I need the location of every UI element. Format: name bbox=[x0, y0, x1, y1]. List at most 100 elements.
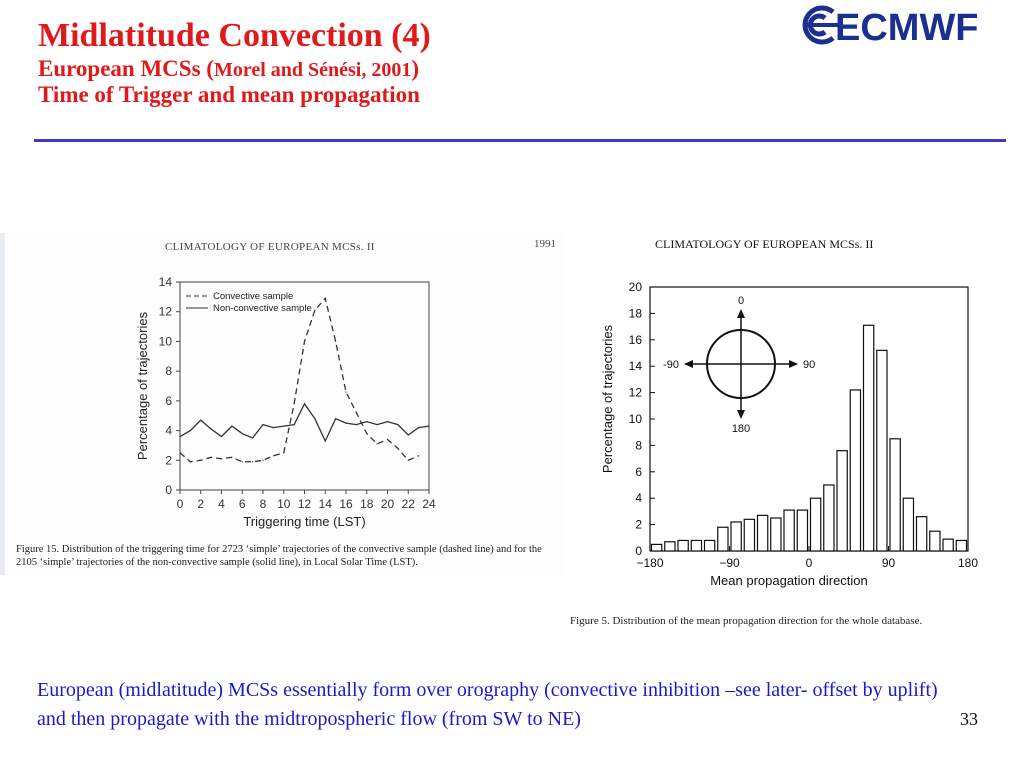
left-x-tick-label: 16 bbox=[339, 497, 353, 511]
right-x-tick-label: 90 bbox=[882, 556, 896, 570]
convective-point bbox=[418, 455, 420, 457]
direction-bar bbox=[650, 543, 663, 552]
logo-bar bbox=[805, 23, 839, 27]
right-y-tick-label: 16 bbox=[629, 333, 643, 347]
direction-bar bbox=[756, 514, 769, 552]
title-rule bbox=[34, 139, 1006, 142]
slide-body-text: European (midlatitude) MCSs essentially … bbox=[37, 679, 938, 730]
right-figure-caption: Figure 5. Distribution of the mean propa… bbox=[570, 615, 923, 627]
convective-point bbox=[179, 452, 181, 454]
nonconvective-point bbox=[241, 432, 243, 435]
nonconvective-point bbox=[252, 437, 254, 439]
convective-series-line bbox=[179, 296, 419, 463]
nonconvective-point bbox=[335, 418, 337, 420]
right-y-axis-label: Percentage of trajectories bbox=[600, 324, 615, 473]
nonconvective-point bbox=[345, 422, 347, 424]
left-journal-year: 1991 bbox=[534, 238, 556, 250]
compass-diagram: 0 180 90 -90 bbox=[663, 295, 815, 435]
nonconvective-series-line bbox=[179, 402, 430, 443]
direction-bar bbox=[677, 539, 689, 552]
right-y-tick-label: 20 bbox=[629, 280, 643, 294]
left-x-tick-label: 14 bbox=[319, 497, 333, 511]
left-y-tick-label: 14 bbox=[159, 275, 173, 289]
right-journal-header: CLIMATOLOGY OF EUROPEAN MCSs. II bbox=[655, 237, 874, 251]
right-plot-frame bbox=[649, 286, 969, 552]
left-y-tick-label: 10 bbox=[159, 334, 173, 348]
right-x-axis-label: Mean propagation direction bbox=[710, 573, 868, 588]
legend-convective-label: Convective sample bbox=[213, 291, 293, 302]
convective-point bbox=[293, 403, 295, 405]
nonconvective-point bbox=[179, 435, 181, 438]
left-journal-header: CLIMATOLOGY OF EUROPEAN MCSs. II bbox=[165, 241, 375, 253]
left-figure-caption: Figure 15. Distribution of the triggerin… bbox=[16, 544, 542, 568]
direction-bar bbox=[703, 539, 716, 552]
direction-bar bbox=[690, 539, 703, 552]
page-number: 33 bbox=[960, 709, 978, 729]
convective-point bbox=[335, 340, 337, 343]
compass-label-east: 90 bbox=[803, 359, 815, 371]
convective-point bbox=[407, 459, 409, 461]
direction-bar bbox=[849, 389, 862, 552]
nonconvective-point bbox=[428, 425, 430, 427]
left-legend: Convective sample Non-convective sample bbox=[186, 291, 312, 314]
convective-point bbox=[283, 452, 285, 454]
left-figure-background bbox=[0, 233, 565, 575]
left-x-tick-label: 24 bbox=[422, 497, 436, 511]
direction-bar bbox=[862, 324, 875, 552]
logo-text: ECMWF bbox=[835, 7, 979, 46]
direction-bar bbox=[889, 438, 901, 552]
convective-point bbox=[210, 456, 212, 458]
right-y-tick-label: 2 bbox=[635, 518, 642, 532]
compass-label-west: -90 bbox=[663, 359, 679, 371]
nonconvective-point bbox=[272, 427, 274, 429]
left-x-tick-label: 2 bbox=[197, 497, 204, 511]
direction-bar bbox=[902, 497, 915, 552]
convective-point bbox=[314, 309, 316, 311]
right-x-tick-label: −90 bbox=[719, 556, 740, 570]
convective-point bbox=[366, 432, 368, 435]
nonconvective-point bbox=[262, 424, 264, 426]
compass-label-north: 0 bbox=[738, 295, 744, 307]
compass-label-south: 180 bbox=[732, 423, 750, 435]
convective-point bbox=[324, 297, 326, 299]
nonconvective-point bbox=[418, 427, 420, 429]
direction-bar bbox=[929, 530, 941, 552]
left-y-tick-label: 6 bbox=[165, 394, 172, 408]
nonconvective-point bbox=[200, 419, 202, 421]
direction-bar bbox=[955, 539, 968, 552]
slide-title: Midlatitude Convection (4) bbox=[38, 17, 431, 54]
nonconvective-point bbox=[397, 424, 399, 426]
compass-arrow-north bbox=[737, 309, 745, 318]
compass-arrow-south bbox=[737, 410, 745, 419]
subtitle-reference: Morel and Sénési, 2001 bbox=[213, 58, 412, 81]
direction-bar bbox=[664, 541, 676, 552]
left-x-axis-label: Triggering time (LST) bbox=[243, 514, 365, 529]
direction-bar bbox=[915, 516, 928, 552]
left-y-tick-label: 8 bbox=[165, 364, 172, 378]
right-y-tick-label: 6 bbox=[635, 465, 642, 479]
convective-point bbox=[345, 391, 347, 393]
convective-point bbox=[303, 340, 306, 343]
left-x-tick-label: 4 bbox=[218, 497, 225, 511]
convective-point bbox=[241, 461, 243, 463]
propagation-direction-chart: 0 2 4 6 8 10 12 14 16 18 20 −180 −90 0 90 180 0 180 90 … bbox=[600, 280, 978, 588]
convective-point bbox=[397, 447, 399, 449]
legend-nonconvective-label: Non-convective sample bbox=[213, 303, 312, 314]
right-y-tick-label: 8 bbox=[635, 438, 642, 452]
convective-point bbox=[252, 461, 254, 463]
direction-bar bbox=[730, 521, 742, 552]
nonconvective-point bbox=[220, 435, 223, 438]
right-y-tick-label: 12 bbox=[629, 386, 643, 400]
convective-point bbox=[231, 456, 233, 458]
convective-point bbox=[386, 438, 389, 441]
direction-bar bbox=[783, 509, 795, 552]
direction-bar bbox=[796, 509, 809, 552]
direction-bar bbox=[836, 450, 848, 552]
direction-bar bbox=[809, 497, 822, 552]
convective-point bbox=[189, 461, 191, 463]
right-x-tick-label: −180 bbox=[636, 556, 663, 570]
left-y-tick-label: 12 bbox=[159, 305, 173, 319]
convective-point bbox=[355, 412, 357, 414]
subtitle-suffix: ) bbox=[411, 55, 420, 81]
left-x-tick-label: 10 bbox=[277, 497, 291, 511]
